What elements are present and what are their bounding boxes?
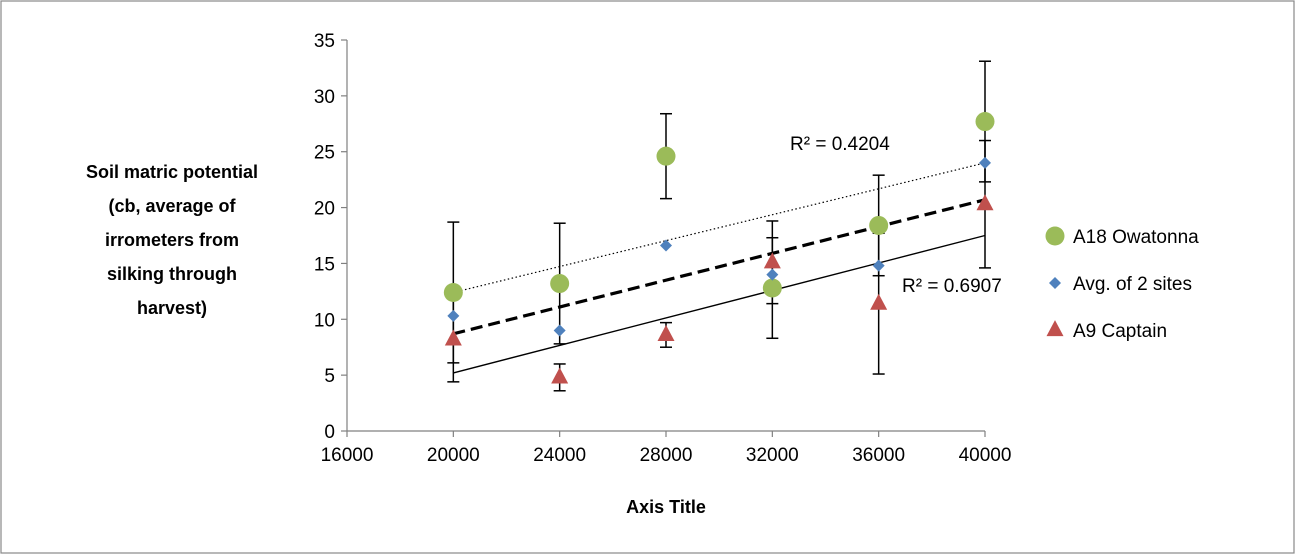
data-point (656, 146, 676, 166)
data-point (551, 367, 569, 384)
legend-label-avg: Avg. of 2 sites (1073, 274, 1192, 295)
y-axis-label-line: harvest) (137, 298, 207, 318)
x-tick-label: 32000 (746, 445, 799, 466)
data-point (975, 112, 995, 132)
trendline (453, 162, 986, 294)
legend-label-captain: A9 Captain (1073, 321, 1167, 342)
data-point (870, 293, 888, 310)
data-point (660, 239, 672, 252)
y-tick-label: 0 (324, 422, 335, 443)
y-tick-label: 25 (314, 143, 335, 164)
y-axis-label-line: (cb, average of (108, 196, 236, 216)
y-tick-label: 10 (314, 310, 335, 331)
data-point (976, 194, 994, 211)
legend-marker (1046, 320, 1064, 337)
r-squared-label-captain: R² = 0.6907 (902, 276, 1002, 297)
y-tick-label: 5 (324, 366, 335, 387)
legend (1045, 226, 1065, 337)
x-tick-label: 24000 (533, 445, 586, 466)
data-point (657, 325, 675, 342)
y-axis-label-line: silking through (107, 264, 237, 284)
data-point (763, 252, 781, 269)
data-point (762, 278, 782, 298)
y-axis-label-line: irrometers from (105, 230, 239, 250)
x-tick-label: 28000 (640, 445, 693, 466)
data-point (869, 215, 889, 235)
data-point (443, 282, 463, 302)
data-point (979, 156, 991, 169)
y-axis-label-line: Soil matric potential (86, 162, 258, 182)
data-markers (443, 112, 995, 384)
data-point (444, 329, 462, 346)
r-squared-label-owatonna: R² = 0.4204 (790, 134, 890, 155)
data-point (447, 309, 460, 322)
y-tick-label: 20 (314, 199, 335, 220)
trendlines (452, 162, 986, 374)
y-tick-label: 35 (314, 31, 335, 52)
data-point (553, 324, 566, 337)
data-point (766, 268, 779, 281)
data-point (550, 274, 570, 294)
x-tick-label: 20000 (427, 445, 480, 466)
legend-marker (1049, 277, 1061, 289)
x-tick-label: 36000 (852, 445, 905, 466)
trendline (453, 234, 986, 374)
x-tick-label: 16000 (321, 445, 374, 466)
axes: 0 5 10 15 20 25 30 35 16000 20000 24000 28000 32000 3… (314, 31, 1012, 466)
y-tick-label: 30 (314, 87, 335, 108)
legend-marker (1045, 226, 1065, 246)
y-tick-label: 15 (314, 254, 335, 275)
x-axis-label: Axis Title (626, 497, 706, 517)
data-point (872, 259, 885, 272)
x-tick-label: 40000 (959, 445, 1012, 466)
legend-label-owatonna: A18 Owatonna (1073, 227, 1199, 248)
trendline (452, 198, 986, 336)
